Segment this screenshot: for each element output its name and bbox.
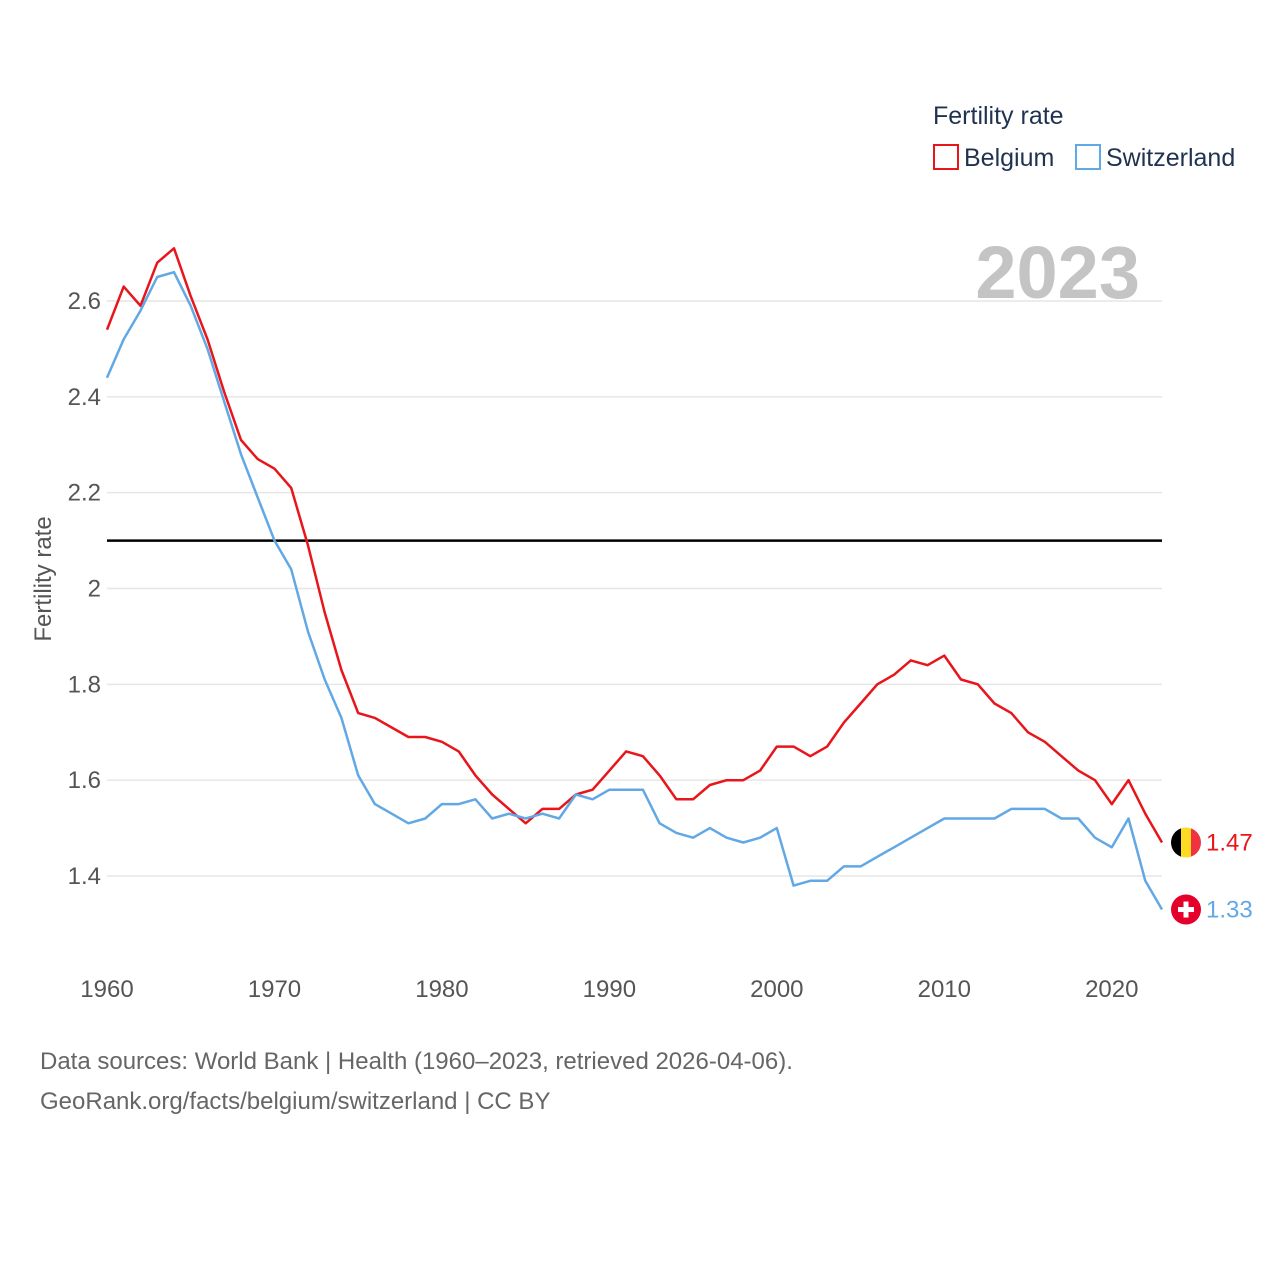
switzerland-flag-icon bbox=[1171, 894, 1201, 925]
y-axis-title: Fertility rate bbox=[30, 516, 57, 641]
legend: Fertility rate Belgium Switzerland bbox=[933, 102, 1235, 172]
end-value-label-switzerland: 1.33 bbox=[1206, 897, 1253, 924]
source-line-2: GeoRank.org/facts/belgium/switzerland | … bbox=[40, 1088, 551, 1115]
legend-label-switzerland: Switzerland bbox=[1106, 144, 1235, 172]
x-tick-label: 1960 bbox=[80, 976, 133, 1003]
series-line-belgium[interactable] bbox=[105, 247, 1164, 844]
legend-label-belgium: Belgium bbox=[964, 144, 1054, 172]
y-axis: 1.4 1.6 1.8 2 2.2 2.4 2.6 bbox=[68, 288, 101, 890]
y-tick-label: 1.6 bbox=[68, 767, 101, 794]
legend-swatch-belgium bbox=[933, 144, 959, 170]
x-tick-label: 2020 bbox=[1085, 976, 1138, 1003]
series-line-switzerland[interactable] bbox=[105, 270, 1164, 911]
x-tick-label: 1980 bbox=[415, 976, 468, 1003]
x-tick-label: 2010 bbox=[918, 976, 971, 1003]
year-watermark: 2023 bbox=[975, 231, 1140, 314]
gridlines bbox=[107, 300, 1162, 877]
y-tick-label: 1.8 bbox=[68, 671, 101, 698]
x-tick-label: 1990 bbox=[583, 976, 636, 1003]
y-tick-label: 2 bbox=[88, 576, 101, 603]
end-markers: 1.47 1.33 bbox=[1171, 827, 1253, 925]
end-value-label-belgium: 1.47 bbox=[1206, 829, 1253, 856]
x-tick-label: 2000 bbox=[750, 976, 803, 1003]
legend-item-belgium[interactable]: Belgium bbox=[933, 144, 1054, 172]
y-tick-label: 2.4 bbox=[68, 384, 101, 411]
series-lines bbox=[105, 247, 1164, 911]
x-tick-label: 1970 bbox=[248, 976, 301, 1003]
y-tick-label: 1.4 bbox=[68, 863, 101, 890]
x-axis: 1960 1970 1980 1990 2000 2010 2020 bbox=[80, 976, 1138, 1003]
legend-title: Fertility rate bbox=[933, 102, 1064, 130]
legend-item-switzerland[interactable]: Switzerland bbox=[1075, 144, 1235, 172]
source-footer: Data sources: World Bank | Health (1960–… bbox=[40, 1042, 793, 1122]
belgium-flag-icon bbox=[1171, 827, 1201, 858]
source-line-1: Data sources: World Bank | Health (1960–… bbox=[40, 1048, 793, 1075]
y-tick-label: 2.6 bbox=[68, 288, 101, 315]
y-tick-label: 2.2 bbox=[68, 480, 101, 507]
legend-swatch-switzerland bbox=[1075, 144, 1101, 170]
